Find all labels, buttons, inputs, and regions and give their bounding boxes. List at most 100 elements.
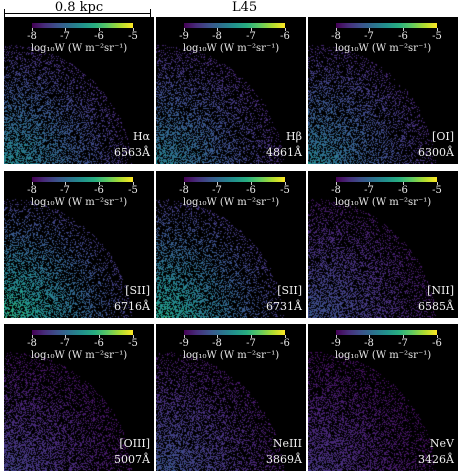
emission-panel: -8 -7 -6 -5 log₁₀W (W m⁻²sr⁻¹) [OI] 6300Å <box>308 17 458 164</box>
emission-map <box>308 324 458 471</box>
emission-line-wavelength: 5007Å <box>114 453 150 466</box>
scale-bar-label: 0.8 kpc <box>54 0 104 15</box>
colorbar <box>336 177 437 182</box>
colorbar-ticks: -8 -7 -6 -5 <box>308 182 458 196</box>
colorbar-tick-label: -7 <box>398 338 408 349</box>
colorbar-label: log₁₀W (W m⁻²sr⁻¹) <box>182 197 280 208</box>
colorbar-tick-mark <box>403 28 404 31</box>
colorbar-tick-label: -5 <box>128 185 138 196</box>
colorbar-tick-label: -7 <box>364 31 374 42</box>
colorbar-tick-mark <box>99 28 100 31</box>
emission-map <box>4 324 154 471</box>
emission-panel: -9 -8 -7 -6 log₁₀W (W m⁻²sr⁻¹) Hβ 4861Å <box>156 17 306 164</box>
colorbar-tick-mark <box>133 335 134 338</box>
colorbar-tick-label: -8 <box>27 338 37 349</box>
colorbar-label: log₁₀W (W m⁻²sr⁻¹) <box>30 197 128 208</box>
colorbar-ticks: -8 -7 -6 -5 <box>4 335 154 349</box>
colorbar-tick-mark <box>336 182 337 185</box>
colorbar-tick-label: -5 <box>432 31 442 42</box>
colorbar-tick-label: -9 <box>179 31 189 42</box>
colorbar-tick-mark <box>184 28 185 31</box>
emission-panel: -8 -7 -6 -5 log₁₀W (W m⁻²sr⁻¹) [SII] 6716Å <box>4 171 154 318</box>
colorbar-label: log₁₀W (W m⁻²sr⁻¹) <box>182 43 280 54</box>
emission-panel: -8 -7 -6 -5 log₁₀W (W m⁻²sr⁻¹) [OIII] 5007Å <box>4 324 154 471</box>
emission-panel: -8 -7 -6 -5 log₁₀W (W m⁻²sr⁻¹) [SII] 6731Å <box>156 171 306 318</box>
colorbar-tick-mark <box>251 335 252 338</box>
emission-line-name: Hα <box>132 130 150 143</box>
emission-line-name: [SII] <box>125 284 150 297</box>
colorbar-tick-mark <box>369 335 370 338</box>
colorbar-tick-label: -8 <box>212 338 222 349</box>
colorbar-tick-mark <box>32 28 33 31</box>
emission-panel: -9 -8 -7 -6 log₁₀W (W m⁻²sr⁻¹) NeV 3426Å <box>308 324 458 471</box>
emission-panel: -8 -7 -6 -5 log₁₀W (W m⁻²sr⁻¹) Hα 6563Å <box>4 17 154 164</box>
emission-map <box>4 171 154 318</box>
colorbar-tick-label: -9 <box>179 338 189 349</box>
emission-line-wavelength: 6716Å <box>114 300 150 313</box>
emission-map <box>308 171 458 318</box>
colorbar-ticks: -8 -7 -6 -5 <box>4 182 154 196</box>
colorbar-label: log₁₀W (W m⁻²sr⁻¹) <box>30 350 128 361</box>
colorbar-tick-label: -9 <box>331 338 341 349</box>
emission-line-name: [OIII] <box>119 437 150 450</box>
colorbar-tick-label: -5 <box>128 338 138 349</box>
colorbar-tick-label: -6 <box>94 31 104 42</box>
colorbar <box>184 177 285 182</box>
emission-panel: -9 -8 -7 -6 log₁₀W (W m⁻²sr⁻¹) NeIII 3869Å <box>156 324 306 471</box>
colorbar-tick-mark <box>336 28 337 31</box>
colorbar-tick-label: -8 <box>331 185 341 196</box>
colorbar-label: log₁₀W (W m⁻²sr⁻¹) <box>334 197 432 208</box>
emission-line-name: [OI] <box>432 130 454 143</box>
colorbar <box>32 177 133 182</box>
emission-line-name: NeIII <box>272 437 302 450</box>
colorbar-tick-label: -8 <box>212 31 222 42</box>
colorbar-tick-label: -7 <box>60 185 70 196</box>
colorbar-tick-label: -8 <box>331 31 341 42</box>
colorbar-tick-mark <box>285 28 286 31</box>
colorbar-label: log₁₀W (W m⁻²sr⁻¹) <box>182 350 280 361</box>
colorbar-tick-mark <box>217 28 218 31</box>
colorbar <box>32 330 133 335</box>
colorbar-tick-label: -8 <box>27 185 37 196</box>
colorbar-ticks: -9 -8 -7 -6 <box>156 28 306 42</box>
colorbar-tick-mark <box>65 182 66 185</box>
emission-line-wavelength: 6300Å <box>418 146 454 159</box>
colorbar-tick-label: -7 <box>246 338 256 349</box>
emission-panel: -8 -7 -6 -5 log₁₀W (W m⁻²sr⁻¹) [NII] 6585Å <box>308 171 458 318</box>
colorbar-tick-label: -6 <box>280 31 290 42</box>
colorbar-tick-mark <box>65 335 66 338</box>
colorbar-ticks: -8 -7 -6 -5 <box>308 28 458 42</box>
emission-line-wavelength: 6585Å <box>418 300 454 313</box>
emission-line-name: Hβ <box>286 130 302 143</box>
colorbar-tick-label: -6 <box>94 338 104 349</box>
colorbar-tick-mark <box>437 28 438 31</box>
emission-map <box>156 324 306 471</box>
emission-line-name: NeV <box>429 437 454 450</box>
colorbar-tick-mark <box>133 182 134 185</box>
colorbar-tick-label: -6 <box>398 31 408 42</box>
colorbar-tick-mark <box>403 182 404 185</box>
colorbar-tick-label: -7 <box>60 31 70 42</box>
colorbar-tick-label: -7 <box>246 31 256 42</box>
colorbar-tick-mark <box>133 28 134 31</box>
colorbar-tick-mark <box>184 182 185 185</box>
colorbar-tick-label: -6 <box>432 338 442 349</box>
colorbar-tick-mark <box>251 182 252 185</box>
colorbar-tick-mark <box>285 335 286 338</box>
colorbar <box>184 330 285 335</box>
colorbar-tick-mark <box>369 28 370 31</box>
colorbar-tick-mark <box>437 335 438 338</box>
colorbar-tick-mark <box>99 182 100 185</box>
colorbar-tick-label: -5 <box>280 185 290 196</box>
colorbar-tick-label: -8 <box>27 31 37 42</box>
colorbar-tick-mark <box>251 28 252 31</box>
colorbar-tick-mark <box>32 182 33 185</box>
figure-title: L45 <box>232 0 258 15</box>
colorbar <box>336 330 437 335</box>
colorbar-tick-label: -6 <box>246 185 256 196</box>
emission-map <box>308 17 458 164</box>
emission-line-wavelength: 6563Å <box>114 146 150 159</box>
colorbar-tick-mark <box>403 335 404 338</box>
colorbar-tick-mark <box>285 182 286 185</box>
emission-map <box>156 171 306 318</box>
